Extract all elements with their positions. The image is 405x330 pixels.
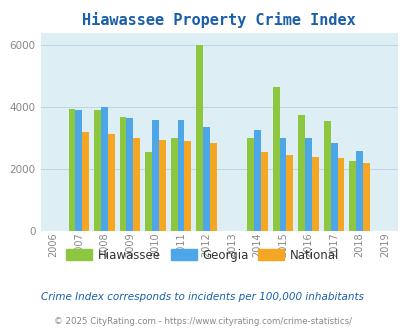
Bar: [184, 141, 191, 231]
Bar: [247, 138, 254, 231]
Bar: [75, 110, 82, 231]
Title: Hiawassee Property Crime Index: Hiawassee Property Crime Index: [82, 12, 355, 28]
Bar: [355, 150, 362, 231]
Bar: [305, 138, 311, 231]
Bar: [209, 143, 216, 231]
Bar: [348, 161, 355, 231]
Bar: [323, 121, 330, 231]
Bar: [362, 163, 369, 231]
Bar: [101, 107, 108, 231]
Bar: [337, 158, 343, 231]
Legend: Hiawassee, Georgia, National: Hiawassee, Georgia, National: [62, 244, 343, 266]
Bar: [272, 87, 279, 231]
Bar: [279, 138, 286, 231]
Bar: [158, 140, 165, 231]
Bar: [126, 118, 133, 231]
Bar: [196, 46, 202, 231]
Bar: [298, 115, 305, 231]
Bar: [311, 157, 318, 231]
Text: Crime Index corresponds to incidents per 100,000 inhabitants: Crime Index corresponds to incidents per…: [41, 292, 364, 302]
Bar: [119, 116, 126, 231]
Bar: [170, 138, 177, 231]
Bar: [260, 152, 267, 231]
Bar: [151, 120, 158, 231]
Bar: [82, 132, 89, 231]
Bar: [133, 138, 140, 231]
Bar: [202, 127, 209, 231]
Bar: [330, 143, 337, 231]
Bar: [286, 155, 293, 231]
Bar: [177, 120, 184, 231]
Bar: [254, 130, 260, 231]
Bar: [108, 134, 115, 231]
Bar: [68, 109, 75, 231]
Text: © 2025 CityRating.com - https://www.cityrating.com/crime-statistics/: © 2025 CityRating.com - https://www.city…: [54, 317, 351, 326]
Bar: [145, 152, 151, 231]
Bar: [94, 110, 101, 231]
